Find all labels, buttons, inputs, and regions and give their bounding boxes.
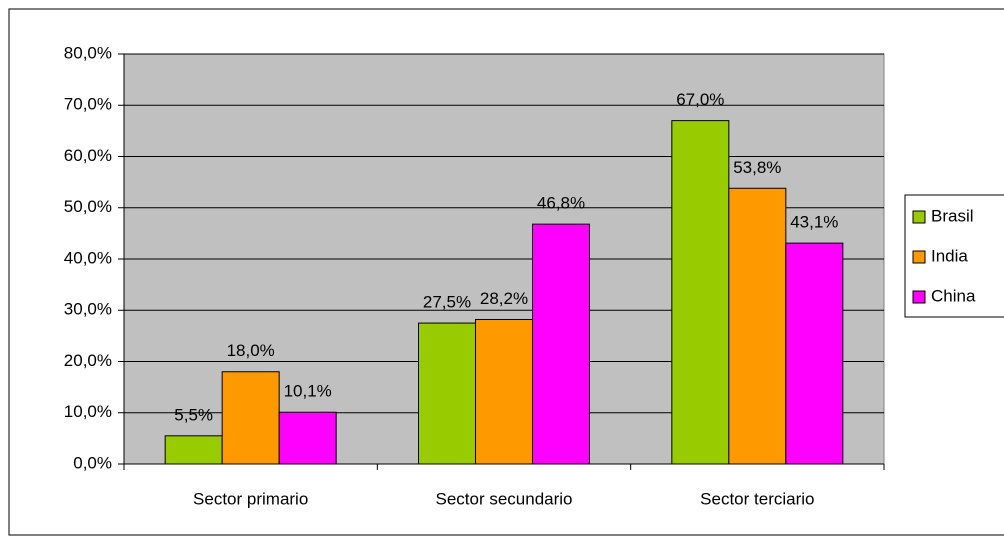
value-label: 5,5% — [174, 405, 213, 424]
y-tick-label: 60,0% — [64, 146, 112, 165]
x-tick-label: Sector secundario — [435, 489, 572, 508]
bar — [221, 371, 280, 465]
y-tick-label: 40,0% — [64, 248, 112, 267]
bar — [532, 223, 590, 465]
y-tick-label: 50,0% — [64, 197, 112, 216]
bar — [728, 187, 787, 465]
y-tick-label: 30,0% — [64, 300, 112, 319]
value-label: 27,5% — [423, 293, 471, 312]
y-tick-label: 70,0% — [64, 95, 112, 114]
y-tick-label: 20,0% — [64, 351, 112, 370]
legend-label: China — [931, 286, 976, 305]
legend-swatch — [912, 290, 926, 304]
value-label: 10,1% — [284, 382, 332, 401]
y-tick-label: 10,0% — [64, 402, 112, 421]
value-label: 46,8% — [537, 194, 585, 213]
x-tick-label: Sector terciario — [700, 489, 814, 508]
y-tick-label: 80,0% — [64, 43, 112, 62]
value-label: 67,0% — [676, 90, 724, 109]
legend-swatch — [912, 250, 926, 264]
bar — [164, 435, 223, 465]
legend-swatch — [912, 210, 926, 224]
bar — [671, 120, 730, 465]
value-label: 28,2% — [480, 289, 528, 308]
x-tick-label: Sector primario — [193, 489, 308, 508]
bar — [278, 411, 337, 465]
bar — [475, 318, 533, 465]
legend-label: India — [931, 246, 968, 265]
value-label: 43,1% — [790, 213, 838, 232]
y-tick-label: 0,0% — [73, 453, 112, 472]
bar — [418, 322, 476, 465]
legend-label: Brasil — [931, 206, 974, 225]
value-label: 18,0% — [227, 341, 275, 360]
bar — [785, 242, 844, 465]
value-label: 53,8% — [733, 158, 781, 177]
